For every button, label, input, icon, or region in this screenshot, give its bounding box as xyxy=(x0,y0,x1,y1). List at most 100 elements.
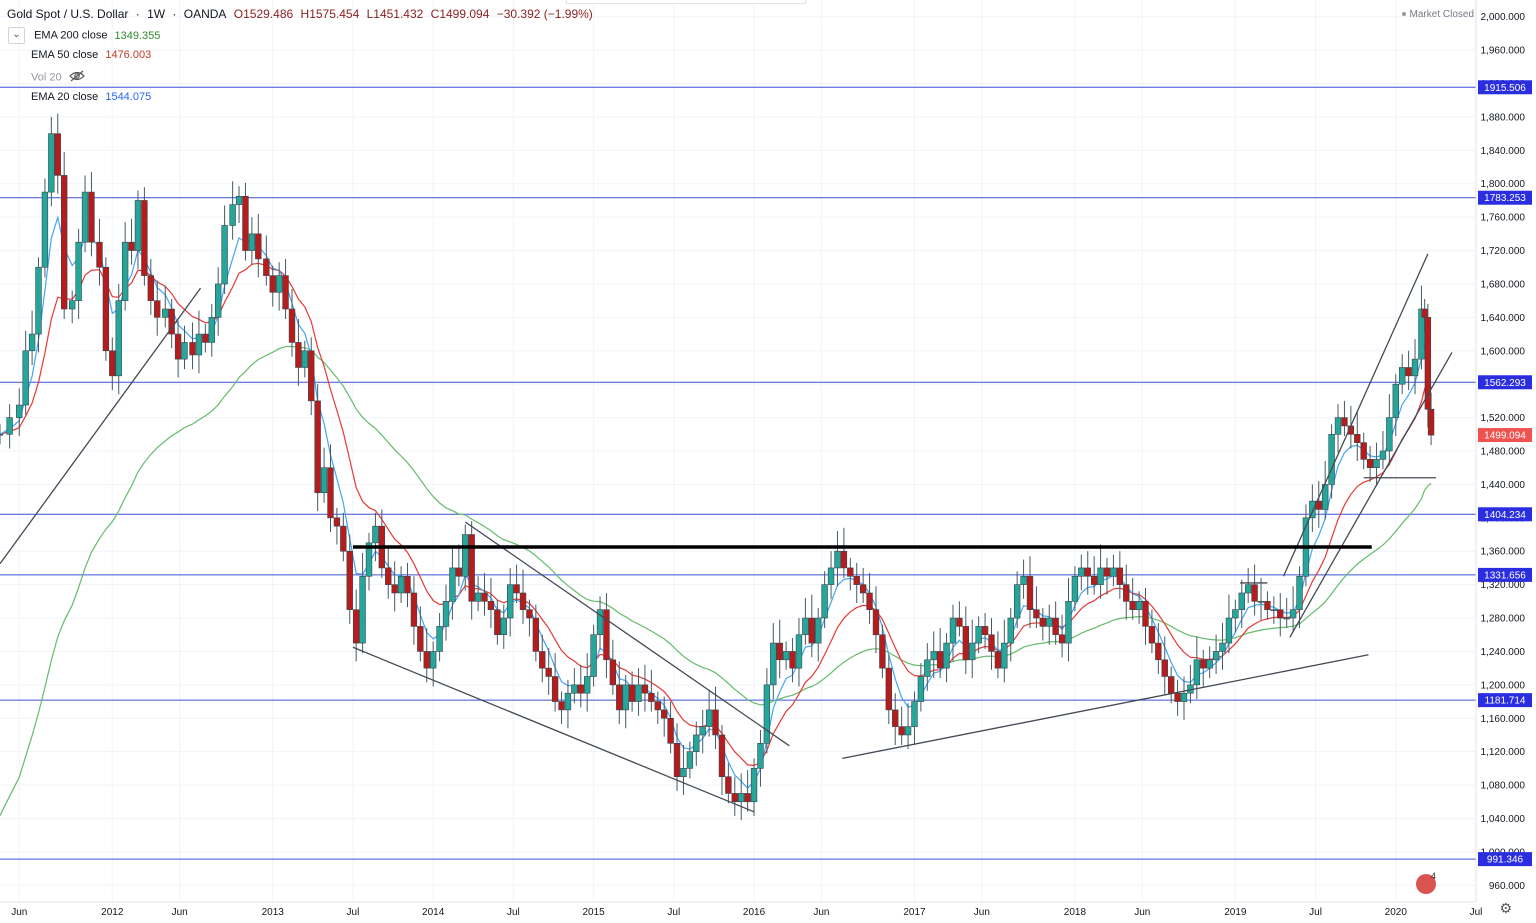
status-dot-icon xyxy=(1401,12,1406,17)
candle-body xyxy=(526,609,533,619)
last-price-badge xyxy=(1478,428,1532,443)
x-tick-label: 2019 xyxy=(1224,907,1247,918)
x-tick-label: Jun xyxy=(974,907,990,918)
y-tick-label: 1,240.000 xyxy=(1481,647,1526,658)
candle-body xyxy=(917,676,925,702)
x-tick-label: Jun xyxy=(813,907,829,918)
candle-body xyxy=(648,692,655,702)
candle-body xyxy=(981,626,989,636)
candle-body xyxy=(75,241,82,301)
eye-hidden-icon[interactable] xyxy=(68,70,85,85)
candle-body xyxy=(1251,584,1258,602)
candle-body xyxy=(1174,692,1181,702)
candle-body xyxy=(115,300,122,377)
candle-body xyxy=(1058,634,1066,644)
candle-body xyxy=(1007,617,1014,644)
candle-body xyxy=(417,626,424,652)
x-tick-label: Jul xyxy=(1470,907,1483,918)
ema-200-line xyxy=(0,345,1432,816)
gear-icon[interactable]: ⚙ xyxy=(1499,900,1512,916)
level-label: 1915.506 xyxy=(1484,83,1526,94)
candle-body xyxy=(969,642,976,661)
us-flag-icon[interactable] xyxy=(1416,874,1436,894)
market-status: Market Closed xyxy=(1401,9,1474,20)
interval[interactable]: 1W xyxy=(147,7,166,21)
candle-body xyxy=(346,550,353,610)
candle-body xyxy=(1360,442,1367,460)
candle-body xyxy=(1366,459,1374,469)
candle-body xyxy=(429,651,437,669)
indicator-ema200[interactable]: ⌄ EMA 200 close 1349.355 xyxy=(8,27,160,44)
candle-body xyxy=(410,592,418,627)
trendline xyxy=(464,521,790,747)
candle-body xyxy=(174,333,182,360)
candle-body xyxy=(885,667,892,711)
candle-body xyxy=(1013,584,1021,619)
candle-body xyxy=(308,350,315,402)
candle-body xyxy=(1129,601,1136,610)
candle-body xyxy=(404,575,411,594)
candle-body xyxy=(962,626,970,661)
indicator-ema50[interactable]: EMA 50 close 1476.003 xyxy=(31,49,151,61)
grid xyxy=(0,0,1477,902)
candle-body xyxy=(1277,609,1284,619)
level-label: 1181.714 xyxy=(1485,696,1526,707)
event-count-badge: 4 xyxy=(1431,871,1437,881)
candle-body xyxy=(1052,617,1059,636)
candle-body xyxy=(352,609,360,644)
indicator-ema20[interactable]: EMA 20 close 1544.075 xyxy=(31,91,151,103)
candle-body xyxy=(1116,567,1124,585)
level-badge xyxy=(1478,507,1532,522)
symbol-name[interactable]: Gold Spot / U.S. Dollar xyxy=(7,7,129,21)
candle-body xyxy=(847,567,854,577)
candle-body xyxy=(892,709,899,727)
exchange: OANDA xyxy=(183,7,227,21)
candle-body xyxy=(295,342,302,368)
top-overlay-box xyxy=(566,0,806,4)
y-tick-label: 1,160.000 xyxy=(1481,714,1526,725)
x-tick-label: 2013 xyxy=(262,907,285,918)
candle-body xyxy=(147,275,154,301)
candle-body xyxy=(866,592,873,610)
y-tick-label: 2,000.000 xyxy=(1481,12,1526,23)
candle-body xyxy=(269,275,276,293)
candle-body xyxy=(195,333,203,356)
indicator-value: 1544.075 xyxy=(105,91,152,104)
collapse-icon[interactable]: ⌄ xyxy=(8,27,25,44)
trendline xyxy=(842,654,1369,759)
candle-body xyxy=(1421,308,1428,318)
level-badge xyxy=(1478,80,1532,95)
candle-body xyxy=(1289,609,1297,619)
candle-body xyxy=(654,701,661,711)
candle-body xyxy=(449,567,456,602)
y-tick-label: 1,800.000 xyxy=(1481,179,1526,190)
candle-body xyxy=(898,726,905,736)
candle-body xyxy=(288,308,296,343)
candle-body xyxy=(1386,417,1393,452)
indicator-vol[interactable]: Vol 20 xyxy=(31,70,85,85)
candle-body xyxy=(340,525,347,552)
candle-body xyxy=(215,283,222,318)
candle-body xyxy=(282,275,289,310)
candle-body xyxy=(1001,642,1008,669)
candle-body xyxy=(1078,567,1085,577)
candle-body xyxy=(162,308,169,318)
y-tick-label: 1,040.000 xyxy=(1481,814,1526,825)
x-tick-label: Jul xyxy=(507,907,520,918)
candle-body xyxy=(333,517,341,527)
candle-body xyxy=(827,567,835,585)
level-badge xyxy=(1478,567,1532,582)
candle-body xyxy=(712,709,719,736)
candle-body xyxy=(936,651,944,669)
candle-body xyxy=(1065,601,1072,644)
candle-body xyxy=(494,609,501,636)
candle-body xyxy=(487,601,495,610)
candle-body xyxy=(96,241,103,268)
candle-body xyxy=(48,133,55,193)
candle-body xyxy=(1020,575,1027,585)
candle-body xyxy=(1046,617,1053,627)
candle-body xyxy=(609,659,617,686)
candle-body xyxy=(1097,567,1104,585)
candle-body xyxy=(1392,383,1399,418)
